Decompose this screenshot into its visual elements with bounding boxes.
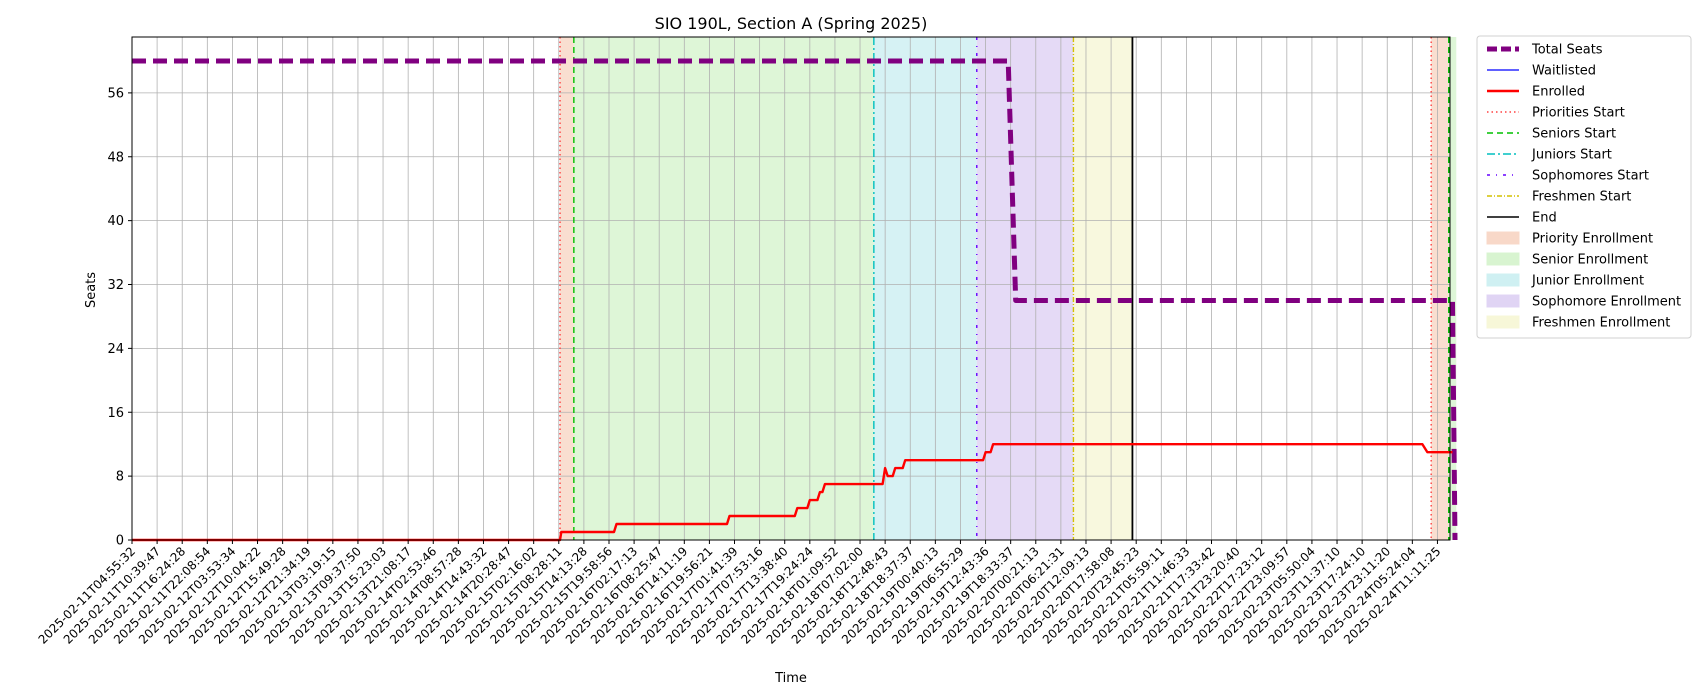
- y-tick-label: 40: [107, 214, 124, 229]
- legend-item-sophomore-enrollment: Sophomore Enrollment: [1486, 294, 1681, 310]
- series-enrolled: [132, 443, 1453, 542]
- legend-label: Freshmen Start: [1532, 190, 1631, 205]
- legend-swatch: [1486, 315, 1520, 329]
- legend-swatch: [1486, 231, 1520, 245]
- y-tick-label: 0: [116, 534, 124, 549]
- span-sophomore-enrollment: [976, 37, 1074, 540]
- legend-item-junior-enrollment: Junior Enrollment: [1486, 273, 1644, 289]
- phase-markers: [559, 37, 1450, 540]
- legend-item-seniors-start: Seniors Start: [1487, 127, 1616, 142]
- legend-item-freshmen-enrollment: Freshmen Enrollment: [1486, 315, 1670, 331]
- legend: Total Seats Waitlisted Enrolled Priorities …: [1476, 35, 1692, 339]
- y-tick-label: 48: [107, 150, 124, 165]
- legend-item-priorities-start: Priorities Start: [1487, 106, 1625, 121]
- legend-label: Sophomores Start: [1532, 169, 1649, 184]
- span-freshmen-enrollment: [1073, 37, 1133, 540]
- legend-item-waitlisted: Waitlisted: [1487, 64, 1596, 79]
- legend-item-freshmen-start: Freshmen Start: [1487, 190, 1631, 205]
- legend-label: Seniors Start: [1532, 127, 1616, 142]
- span-priority-enrollment: [1431, 37, 1449, 540]
- legend-item-enrolled: Enrolled: [1487, 85, 1585, 100]
- legend-label: Priorities Start: [1532, 106, 1625, 121]
- legend-label: Juniors Start: [1531, 148, 1612, 163]
- legend-item-total-seats: Total Seats: [1487, 43, 1603, 58]
- series-total-seats: [132, 58, 1458, 541]
- y-tick-label: 32: [107, 278, 124, 293]
- legend-label: Waitlisted: [1532, 64, 1596, 79]
- plot-frame: [131, 36, 1451, 541]
- legend-label: Freshmen Enrollment: [1532, 316, 1670, 331]
- chart-title: SIO 190L, Section A (Spring 2025): [655, 14, 928, 33]
- y-tick-label: 8: [116, 470, 124, 485]
- legend-box: [1476, 35, 1692, 339]
- data-series: [132, 58, 1458, 542]
- span-senior-enrollment: [573, 37, 874, 540]
- legend-item-end: End: [1487, 211, 1557, 226]
- y-tick-label: 16: [107, 406, 124, 421]
- legend-item-juniors-start: Juniors Start: [1487, 148, 1612, 163]
- x-tick-labels: 2025-02-11T04:55:322025-02-11T10:39:4720…: [36, 540, 1444, 647]
- legend-label: Enrolled: [1532, 85, 1585, 100]
- legend-label: End: [1532, 211, 1557, 226]
- y-tick-label: 24: [107, 342, 124, 357]
- legend-item-sophomores-start: Sophomores Start: [1487, 169, 1649, 184]
- legend-swatch: [1486, 273, 1520, 287]
- y-tick-labels: 0 8 16 24 32 40 48 56: [107, 86, 132, 549]
- legend-item-priority-enrollment: Priority Enrollment: [1486, 231, 1653, 247]
- span-priority-enrollment: [560, 37, 574, 540]
- x-axis-label: Time: [774, 671, 807, 686]
- legend-label: Total Seats: [1531, 43, 1603, 58]
- legend-swatch: [1486, 294, 1520, 308]
- legend-label: Senior Enrollment: [1532, 253, 1648, 268]
- legend-item-senior-enrollment: Senior Enrollment: [1486, 252, 1648, 268]
- enrollment-spans: [560, 37, 1457, 540]
- legend-label: Junior Enrollment: [1531, 274, 1644, 289]
- legend-label: Priority Enrollment: [1532, 232, 1653, 247]
- span-junior-enrollment: [873, 37, 977, 540]
- span-senior-enrollment: [1448, 37, 1457, 540]
- y-axis-label: Seats: [84, 272, 99, 308]
- legend-label: Sophomore Enrollment: [1532, 295, 1681, 310]
- legend-swatch: [1486, 252, 1520, 266]
- axes: [131, 36, 1451, 541]
- y-tick-label: 56: [107, 86, 124, 101]
